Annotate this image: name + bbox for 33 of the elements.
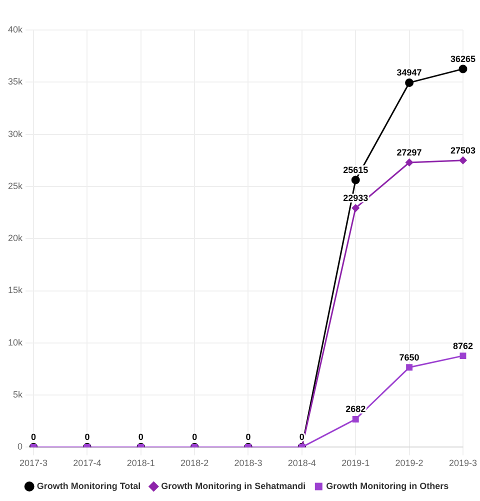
data-label: 36265	[450, 54, 476, 64]
data-label: 27503	[450, 145, 476, 156]
data-label: 34947	[396, 68, 422, 78]
data-label: 8762	[452, 340, 474, 351]
data-label: 0	[84, 432, 90, 442]
x-tick-label: 2018-3	[234, 458, 262, 468]
x-tick-label: 2018-1	[126, 458, 155, 468]
data-label: 0	[31, 432, 36, 442]
y-tick-label: 15k	[8, 285, 24, 296]
legend-label: Growth Monitoring in Others	[326, 480, 449, 491]
data-label: 0	[192, 432, 198, 442]
x-tick-label: 2018-4	[288, 458, 316, 468]
data-label: 27297	[396, 147, 422, 158]
y-tick-label: 5k	[12, 390, 23, 400]
x-tick-label: 2018-2	[180, 458, 209, 468]
y-tick-label: 35k	[8, 76, 24, 87]
x-tick-label: 2017-4	[73, 458, 102, 468]
x-tick-label: 2019-1	[342, 458, 370, 468]
x-tick-label: 2019-3	[448, 458, 478, 468]
legend-label: Growth Monitoring in Sehatmandi	[161, 480, 306, 491]
data-label: 2682	[346, 404, 366, 414]
data-label: 0	[246, 432, 251, 442]
legend-label: Growth Monitoring Total	[36, 480, 141, 491]
y-tick-label: 0	[17, 442, 23, 452]
data-label: 0	[138, 432, 144, 442]
y-tick-label: 25k	[8, 180, 24, 191]
data-label: 7650	[399, 352, 420, 362]
y-tick-label: 40k	[8, 24, 24, 34]
y-tick-label: 20k	[8, 233, 24, 244]
x-tick-label: 2017-3	[19, 458, 48, 468]
x-tick-label: 2019-2	[395, 458, 424, 468]
y-tick-label: 30k	[8, 128, 24, 139]
y-tick-label: 10k	[8, 337, 24, 348]
